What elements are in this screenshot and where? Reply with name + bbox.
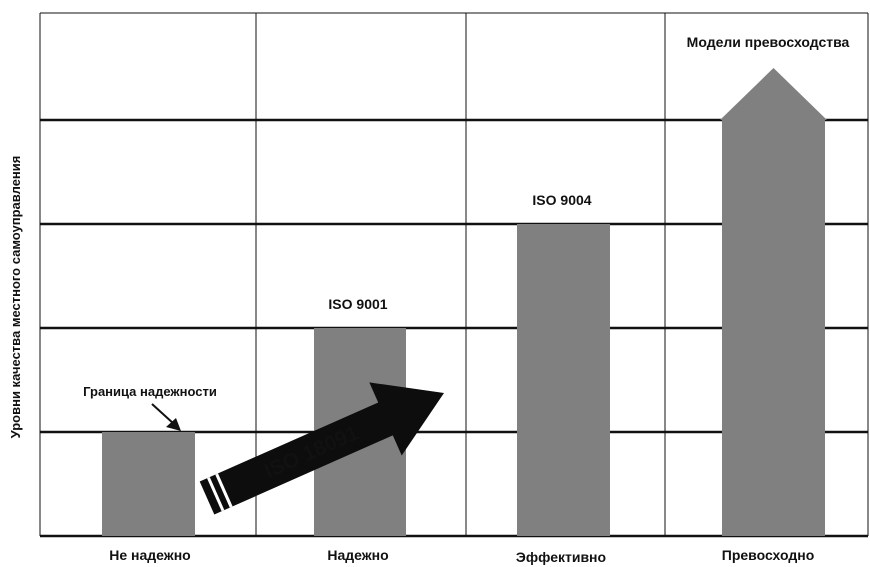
bar-label: Граница надежности <box>83 384 217 399</box>
x-tick-label: Эффективно <box>516 549 606 565</box>
pointer-arrowhead <box>166 418 181 431</box>
x-tick-label: Превосходно <box>722 547 815 563</box>
bar-label: Модели превосходства <box>687 34 850 50</box>
bar-label: ISO 9001 <box>328 296 387 312</box>
arrow-tail-stripe <box>215 473 233 508</box>
y-axis-label: Уровни качества местного самоуправления <box>8 156 23 439</box>
bar-arrow <box>720 68 827 536</box>
bars <box>102 68 827 536</box>
bar-label: ISO 9004 <box>532 192 591 208</box>
x-ticks: Не надежно Надежно Эффективно Превосходн… <box>109 547 814 565</box>
arrow-body <box>199 382 444 515</box>
pointer-line <box>151 403 175 425</box>
x-tick-label: Надежно <box>327 547 388 563</box>
bar <box>517 224 610 536</box>
arrow-tail-stripe <box>207 477 225 512</box>
bar-labels: Граница надежности ISO 9001 ISO 9004 Мод… <box>83 34 850 431</box>
x-tick-label: Не надежно <box>109 547 190 563</box>
bar <box>102 432 195 536</box>
